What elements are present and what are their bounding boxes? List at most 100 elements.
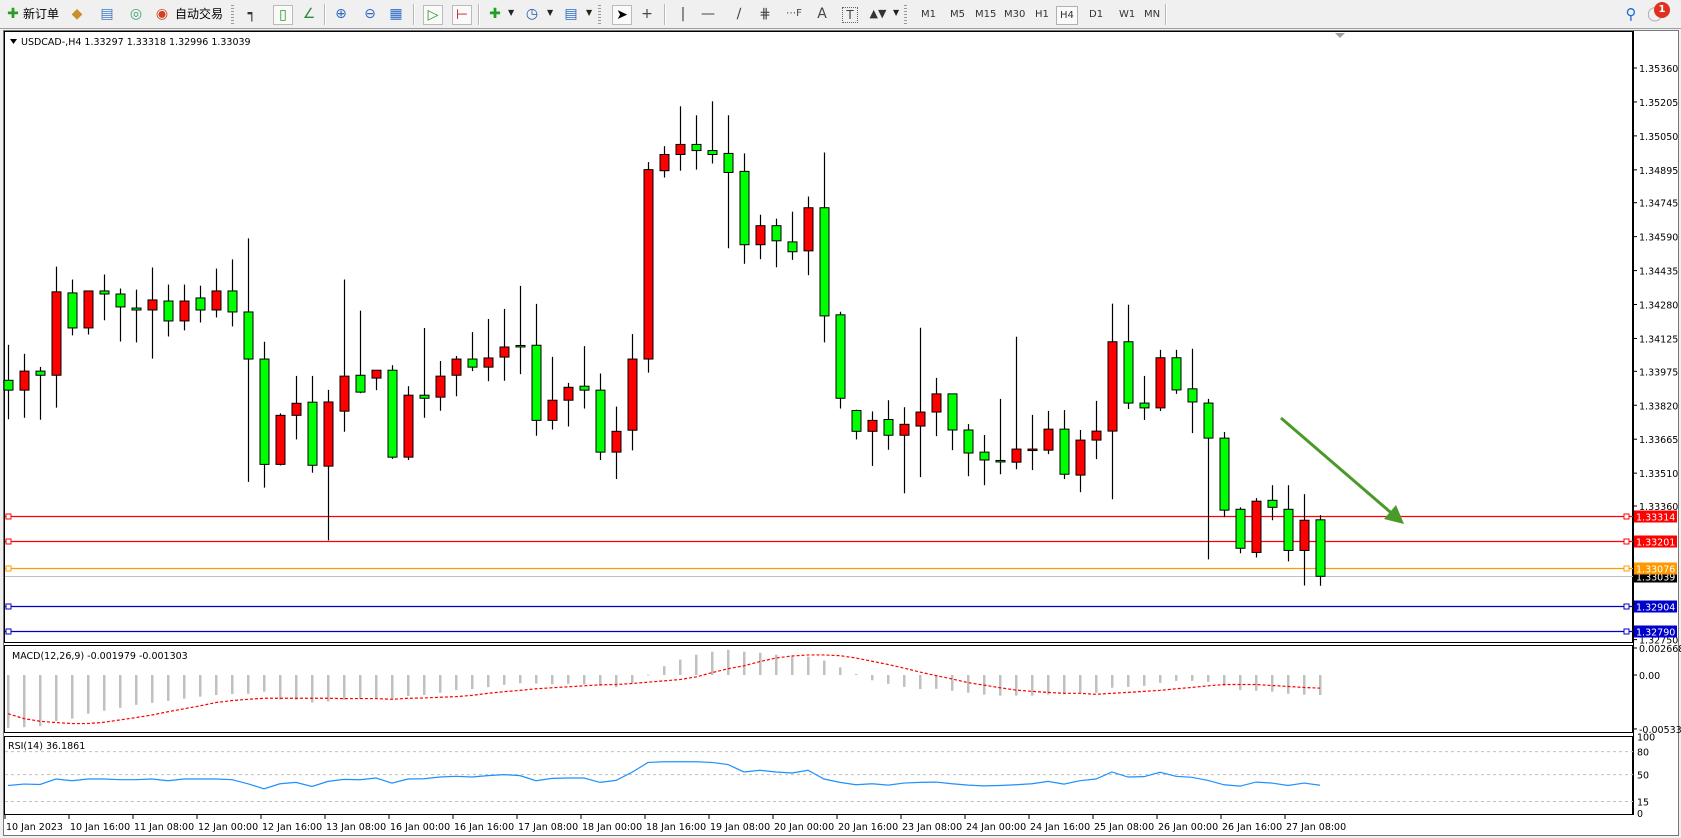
candle-body [1315, 519, 1326, 577]
candle-body [51, 291, 62, 376]
candle [3, 344, 14, 420]
candle-body [931, 393, 942, 413]
timeframe-m1[interactable]: M1 [921, 9, 936, 20]
candle [275, 413, 286, 466]
macd-bar [967, 675, 970, 693]
time-tick-label: 20 Jan 16:00 [838, 822, 898, 833]
trendline-icon[interactable]: ∕ [736, 6, 742, 22]
text-label-icon[interactable]: T [842, 7, 858, 23]
timeframe-m5[interactable]: M5 [950, 9, 965, 20]
market-watch-icon[interactable]: ◆ [71, 6, 83, 22]
timeframe-d1[interactable]: D1 [1089, 9, 1104, 20]
chevron-down-icon[interactable]: ▼ [586, 8, 593, 17]
auto-scroll-icon[interactable]: ▷ [423, 5, 443, 25]
candle-body [979, 451, 990, 461]
bar-chart-icon[interactable]: ┑ [247, 6, 257, 22]
candle-body [563, 386, 574, 401]
macd-bar [247, 675, 250, 694]
auto-trading-button[interactable]: 自动交易 [175, 7, 224, 21]
timeframe-m30[interactable]: M30 [1004, 9, 1026, 20]
candle [371, 369, 382, 391]
auto-trading-icon[interactable]: ◉ [155, 6, 169, 22]
line-anchor-left [5, 628, 12, 635]
timeframe-h1[interactable]: H1 [1035, 9, 1049, 20]
horizontal-lines [5, 513, 1633, 635]
candle-body [259, 358, 270, 465]
chart-menu-triangle-icon[interactable] [10, 39, 17, 44]
new-order-icon[interactable]: ✚ [7, 6, 19, 22]
macd-bar [199, 675, 202, 697]
navigator-icon[interactable]: ▤ [100, 6, 114, 22]
tile-windows-icon[interactable]: ▦ [389, 6, 403, 22]
candle [291, 375, 302, 440]
candle [131, 289, 142, 343]
notification-badge[interactable]: 1 [1654, 2, 1670, 18]
fibonacci-icon[interactable]: ⋯F [786, 8, 802, 19]
price-tag [1634, 510, 1677, 523]
macd-bar [503, 675, 506, 685]
toolbar-grip[interactable] [598, 5, 601, 24]
time-tick-label: 18 Jan 16:00 [646, 822, 706, 833]
trend-arrow[interactable] [1280, 416, 1404, 524]
timeframe-w1[interactable]: W1 [1119, 9, 1136, 20]
new-order-button[interactable]: 新订单 [23, 7, 60, 21]
vertical-line-icon[interactable]: | [680, 6, 686, 22]
candles [3, 101, 1326, 586]
candle [755, 214, 766, 260]
timeframe-h4[interactable]: H4 [1056, 6, 1078, 25]
toolbar-grip[interactable] [904, 5, 907, 24]
bid-price-label: 1.33039 [1636, 573, 1675, 584]
time-tick-label: 16 Jan 00:00 [390, 822, 450, 833]
equidistant-channel-icon[interactable]: ⋕ [759, 6, 771, 22]
timeframe-mn[interactable]: MN [1144, 9, 1161, 20]
macd-indicator: 0.002668 0.00 -0.00533 [7, 644, 1681, 736]
cursor-icon[interactable]: ➤ [612, 5, 632, 25]
candlestick-icon[interactable]: ▯ [273, 5, 293, 25]
new-chart-icon[interactable]: ✚ [489, 6, 501, 22]
candle-body [1299, 519, 1310, 551]
macd-bar [71, 675, 74, 719]
candle-body [595, 389, 606, 453]
candle [1315, 515, 1326, 586]
price-tick-label: 1.35360 [1639, 64, 1678, 75]
horizontal-line-icon[interactable]: — [701, 6, 715, 22]
chevron-down-icon[interactable]: ▼ [508, 8, 515, 17]
price-tick-label: 1.33360 [1639, 502, 1678, 513]
macd-bar [903, 675, 906, 687]
line-chart-icon[interactable]: ∠ [302, 6, 316, 22]
arrows-icon[interactable]: ▲▼ [869, 7, 887, 20]
search-icon[interactable]: ⚲ [1625, 5, 1637, 23]
macd-bar [167, 675, 170, 701]
chart-shift-marker-icon[interactable] [1335, 33, 1345, 38]
indicators-icon[interactable]: ▤ [564, 6, 578, 22]
candle-body [787, 241, 798, 253]
text-icon[interactable]: A [817, 6, 827, 22]
macd-bar [343, 675, 346, 700]
zoom-in-icon[interactable]: ⊕ [335, 6, 347, 22]
timeframe-m15[interactable]: M15 [975, 9, 997, 20]
candle-body [371, 369, 382, 379]
chart-header: USDCAD-,H4 1.33297 1.33318 1.32996 1.330… [21, 37, 251, 48]
chevron-down-icon[interactable]: ▼ [893, 8, 900, 17]
candle-body [499, 346, 510, 358]
price-tag [1634, 600, 1677, 613]
toolbar-grip[interactable] [231, 5, 234, 24]
zoom-out-icon[interactable]: ⊖ [364, 6, 376, 22]
macd-bar [119, 675, 122, 708]
chart-shift-icon[interactable]: ⊢ [452, 5, 472, 25]
macd-bar [759, 652, 762, 675]
candle [627, 334, 638, 451]
macd-bar [151, 675, 154, 703]
macd-bar [263, 675, 266, 692]
candle [259, 341, 270, 488]
periods-clock-icon[interactable]: ◷ [525, 6, 539, 22]
candle-body [643, 169, 654, 360]
crosshair-icon[interactable]: + [641, 6, 653, 22]
candle-body [531, 344, 542, 421]
candle-body [387, 369, 398, 458]
chevron-down-icon[interactable]: ▼ [547, 8, 554, 17]
signals-icon[interactable]: ◎ [129, 6, 143, 22]
candle-body [1107, 341, 1118, 432]
candle [611, 406, 622, 480]
